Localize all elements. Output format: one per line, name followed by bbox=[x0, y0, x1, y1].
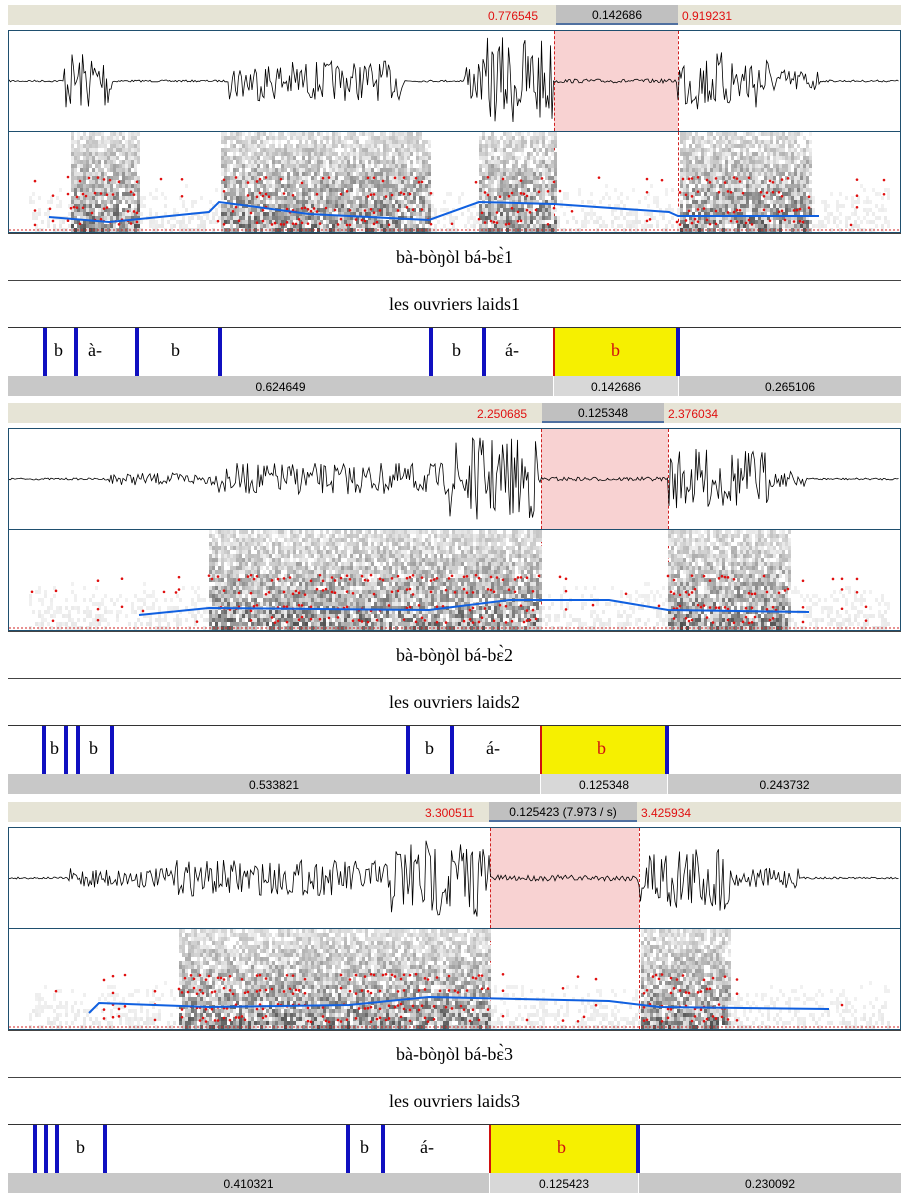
segment-boundary[interactable] bbox=[450, 726, 454, 774]
spectrogram-image bbox=[9, 530, 900, 630]
selection-time-bar: 3.300511 0.125423 (7.973 / s) 3.425934 bbox=[8, 802, 901, 822]
segment-tier[interactable]: b b b á- b bbox=[8, 725, 901, 775]
segment-boundary[interactable] bbox=[42, 726, 46, 774]
segment-boundary[interactable] bbox=[218, 328, 222, 376]
segment-label: b bbox=[171, 340, 180, 361]
duration-after[interactable]: 0.243732 bbox=[668, 774, 901, 794]
words-tier[interactable]: bà-bòŋòl bá-bɛ̀3 bbox=[8, 1030, 901, 1077]
segment-label: à- bbox=[88, 340, 102, 361]
spectrogram-image bbox=[9, 132, 900, 232]
segment-label: b bbox=[360, 1137, 369, 1158]
segment-label: b bbox=[425, 738, 434, 759]
segment-label: á- bbox=[486, 738, 500, 759]
segment-label: b bbox=[54, 340, 63, 361]
segment-boundary[interactable] bbox=[103, 1125, 107, 1173]
segment-boundary[interactable] bbox=[676, 328, 680, 376]
segment-boundary[interactable] bbox=[665, 726, 669, 774]
selection-duration[interactable]: 0.125348 bbox=[542, 403, 664, 423]
spectrogram-view[interactable] bbox=[8, 529, 901, 631]
waveform-trace bbox=[9, 828, 900, 928]
segment-label-selected: b bbox=[597, 738, 606, 759]
segment-label: b bbox=[452, 340, 461, 361]
gloss-tier[interactable]: les ouvriers laids3 bbox=[8, 1077, 901, 1124]
selection-end-time: 3.425934 bbox=[641, 806, 691, 820]
waveform-view[interactable] bbox=[8, 428, 901, 530]
sound-panel-3: 3.300511 0.125423 (7.973 / s) 3.425934 b… bbox=[0, 802, 901, 1193]
sound-panel-2: 2.250685 0.125348 2.376034 bà-bòŋòl bá-b… bbox=[0, 403, 901, 801]
segment-label: b bbox=[89, 738, 98, 759]
segment-boundary[interactable] bbox=[482, 328, 486, 376]
segment-label: b bbox=[50, 738, 59, 759]
spectrogram-view[interactable] bbox=[8, 131, 901, 233]
segment-label: á- bbox=[420, 1137, 434, 1158]
sound-panel-1: 0.776545 0.142686 0.919231 bà-bòŋòl bá-b… bbox=[0, 5, 901, 403]
gloss-tier[interactable]: les ouvriers laids2 bbox=[8, 678, 901, 725]
waveform-view[interactable] bbox=[8, 30, 901, 132]
selection-time-bar: 2.250685 0.125348 2.376034 bbox=[8, 403, 901, 423]
duration-selection[interactable]: 0.142686 bbox=[554, 376, 679, 396]
segment-boundary[interactable] bbox=[110, 726, 114, 774]
waveform-trace bbox=[9, 31, 900, 131]
segment-tier[interactable]: b à- b b á- b bbox=[8, 327, 901, 377]
segment-boundary[interactable] bbox=[76, 726, 80, 774]
duration-after[interactable]: 0.265106 bbox=[679, 376, 901, 396]
selection-start-time: 0.776545 bbox=[488, 9, 538, 23]
segment-boundary[interactable] bbox=[346, 1125, 350, 1173]
segment-boundary[interactable] bbox=[381, 1125, 385, 1173]
segment-label: á- bbox=[505, 340, 519, 361]
segment-boundary[interactable] bbox=[44, 1125, 48, 1173]
selection-duration[interactable]: 0.142686 bbox=[556, 5, 678, 25]
duration-selection[interactable]: 0.125348 bbox=[541, 774, 668, 794]
selection-boundary[interactable] bbox=[489, 1125, 491, 1173]
segment-boundary[interactable] bbox=[429, 328, 433, 376]
selection-start-time: 3.300511 bbox=[425, 806, 474, 820]
spectrogram-image bbox=[9, 929, 900, 1029]
segment-boundary[interactable] bbox=[406, 726, 410, 774]
selection-boundary[interactable] bbox=[553, 328, 555, 376]
segment-boundary[interactable] bbox=[43, 328, 47, 376]
selection-end-time: 2.376034 bbox=[668, 407, 718, 421]
segment-label: b bbox=[76, 1137, 85, 1158]
segment-boundary[interactable] bbox=[33, 1125, 37, 1173]
words-tier[interactable]: bà-bòŋòl bá-bɛ̀1 bbox=[8, 233, 901, 280]
segment-boundary[interactable] bbox=[135, 328, 139, 376]
duration-bar: 0.410321 0.125423 0.230092 bbox=[8, 1173, 901, 1193]
segment-boundary[interactable] bbox=[74, 328, 78, 376]
segment-label-selected: b bbox=[611, 340, 620, 361]
segment-label-selected: b bbox=[557, 1137, 566, 1158]
selection-duration[interactable]: 0.125423 (7.973 / s) bbox=[489, 802, 637, 822]
duration-bar: 0.624649 0.142686 0.265106 bbox=[8, 376, 901, 396]
selection-time-bar: 0.776545 0.142686 0.919231 bbox=[8, 5, 901, 25]
duration-selection[interactable]: 0.125423 bbox=[490, 1173, 639, 1193]
selection-boundary[interactable] bbox=[540, 726, 542, 774]
spectrogram-view[interactable] bbox=[8, 928, 901, 1030]
segment-boundary[interactable] bbox=[636, 1125, 640, 1173]
selection-end-time: 0.919231 bbox=[682, 9, 732, 23]
duration-before[interactable]: 0.624649 bbox=[8, 376, 554, 396]
duration-before[interactable]: 0.410321 bbox=[8, 1173, 490, 1193]
duration-after[interactable]: 0.230092 bbox=[639, 1173, 901, 1193]
gloss-tier[interactable]: les ouvriers laids1 bbox=[8, 280, 901, 327]
duration-bar: 0.533821 0.125348 0.243732 bbox=[8, 774, 901, 794]
waveform-trace bbox=[9, 429, 900, 529]
selection-start-time: 2.250685 bbox=[477, 407, 527, 421]
words-tier[interactable]: bà-bòŋòl bá-bɛ̀2 bbox=[8, 631, 901, 678]
segment-boundary[interactable] bbox=[55, 1125, 59, 1173]
waveform-view[interactable] bbox=[8, 827, 901, 929]
segment-boundary[interactable] bbox=[64, 726, 68, 774]
segment-tier[interactable]: b b á- b bbox=[8, 1124, 901, 1174]
duration-before[interactable]: 0.533821 bbox=[8, 774, 541, 794]
